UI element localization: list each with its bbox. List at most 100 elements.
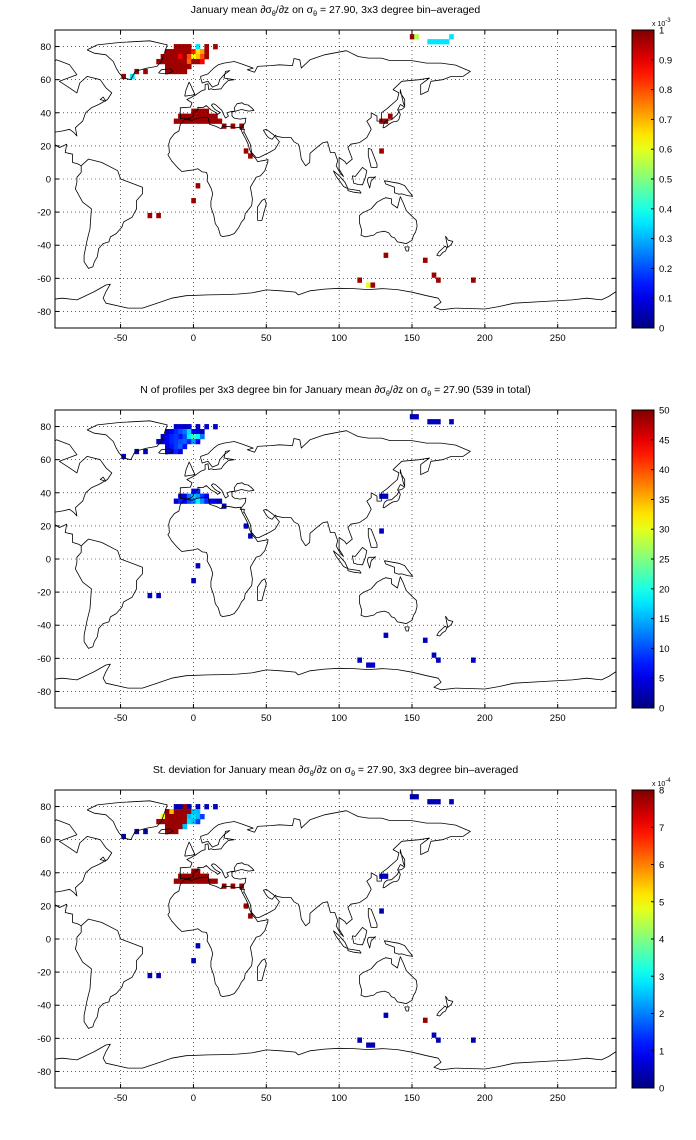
- grid-lines: [55, 30, 616, 328]
- data-cell: [191, 873, 196, 879]
- coastline: [445, 235, 454, 248]
- data-cell: [182, 814, 188, 820]
- data-cell: [191, 498, 196, 504]
- coastlines: [55, 40, 616, 311]
- coastline: [184, 461, 196, 477]
- data-cell: [366, 662, 371, 668]
- colorbar-tick-label: 0.7: [659, 115, 672, 126]
- data-cell: [427, 39, 432, 45]
- colorbar-tick-label: 2: [659, 1009, 664, 1020]
- data-cell: [173, 434, 179, 440]
- data-cell: [230, 883, 236, 889]
- coastline: [455, 671, 616, 690]
- data-cell: [195, 814, 201, 820]
- data-cell: [195, 424, 201, 430]
- coastline: [75, 158, 143, 269]
- data-cell: [182, 54, 188, 60]
- data-cell: [195, 434, 201, 440]
- coastline: [399, 89, 406, 107]
- colorbar-tick-label: 4: [659, 935, 664, 946]
- data-cell: [195, 108, 201, 114]
- coastline: [99, 96, 107, 102]
- data-cell: [173, 438, 179, 445]
- data-cell: [195, 113, 201, 119]
- x-tick-label: -50: [114, 333, 128, 344]
- data-cell: [195, 498, 201, 504]
- data-cell: [366, 282, 371, 288]
- data-cell: [165, 438, 170, 445]
- x-tick-label: -50: [114, 713, 128, 724]
- colorbar-tick-label: 7: [659, 823, 664, 834]
- data-cell: [169, 438, 175, 445]
- data-cell: [427, 799, 432, 805]
- data-cell: [165, 818, 170, 825]
- data-cell: [195, 488, 201, 494]
- data-cell: [173, 818, 179, 825]
- data-cell: [191, 868, 196, 874]
- title-suffix: = 27.90 (539 in total): [431, 384, 531, 396]
- data-cell: [160, 58, 166, 65]
- data-cell: [195, 563, 201, 569]
- data-cell: [186, 49, 192, 55]
- colorbar-tick-label: 0.4: [659, 204, 672, 215]
- data-cell: [173, 828, 179, 835]
- data-cell: [383, 252, 389, 258]
- data-cell: [414, 34, 419, 40]
- data-cell: [366, 1042, 371, 1048]
- chart-panel-1: January mean ∂σθ/∂z on σθ = 27.90, 3x3 d…: [37, 4, 672, 344]
- data-cell: [199, 108, 205, 114]
- y-tick-label: 0: [46, 555, 51, 566]
- data-cell: [186, 424, 192, 430]
- data-cell: [178, 878, 183, 884]
- data-cell: [471, 277, 476, 283]
- y-tick-label: 60: [40, 455, 51, 466]
- data-cell: [165, 63, 170, 70]
- data-cell: [191, 429, 196, 435]
- data-cell: [178, 68, 183, 75]
- data-cell: [195, 868, 201, 874]
- data-cell: [182, 58, 188, 65]
- x-tick-label: 100: [331, 1093, 347, 1104]
- data-cell: [191, 958, 196, 964]
- y-tick-label: -60: [37, 654, 51, 665]
- data-cell: [195, 804, 201, 810]
- coastline: [158, 448, 174, 455]
- data-cell: [134, 68, 140, 75]
- data-cell: [178, 118, 183, 124]
- data-cell: [414, 794, 419, 800]
- data-cell: [204, 873, 210, 879]
- coastline: [399, 469, 406, 487]
- data-cell: [156, 592, 161, 599]
- coastline: [86, 420, 168, 461]
- y-tick-label: -40: [37, 1001, 51, 1012]
- data-cell: [173, 424, 179, 430]
- data-cell: [431, 1032, 437, 1038]
- data-cell: [449, 419, 454, 425]
- axis-ticks: [55, 790, 616, 1088]
- data-cell: [199, 118, 205, 124]
- data-cell: [173, 68, 179, 75]
- coastline: [397, 484, 406, 491]
- data-cell: [178, 498, 183, 504]
- coastline: [179, 430, 471, 557]
- x-tick-label: 200: [477, 333, 493, 344]
- data-cell: [173, 498, 179, 504]
- data-cell: [178, 434, 183, 440]
- coastline: [55, 439, 113, 547]
- data-cell: [156, 818, 161, 825]
- data-cell: [195, 809, 201, 815]
- colorbar-tick-label: 0: [659, 704, 664, 715]
- data-cell: [195, 54, 201, 60]
- data-cell: [182, 434, 188, 440]
- data-cell: [186, 814, 192, 820]
- x-tick-label: 250: [550, 333, 566, 344]
- title-mid: /∂z on σ: [390, 384, 428, 396]
- data-cell: [165, 54, 170, 60]
- data-cell: [182, 68, 188, 75]
- coastline: [75, 538, 143, 649]
- title-partial: ∂σ: [374, 384, 386, 396]
- data-cell: [182, 823, 188, 830]
- data-cell: [165, 823, 170, 830]
- y-tick-label: 20: [40, 901, 51, 912]
- data-cell: [121, 833, 126, 840]
